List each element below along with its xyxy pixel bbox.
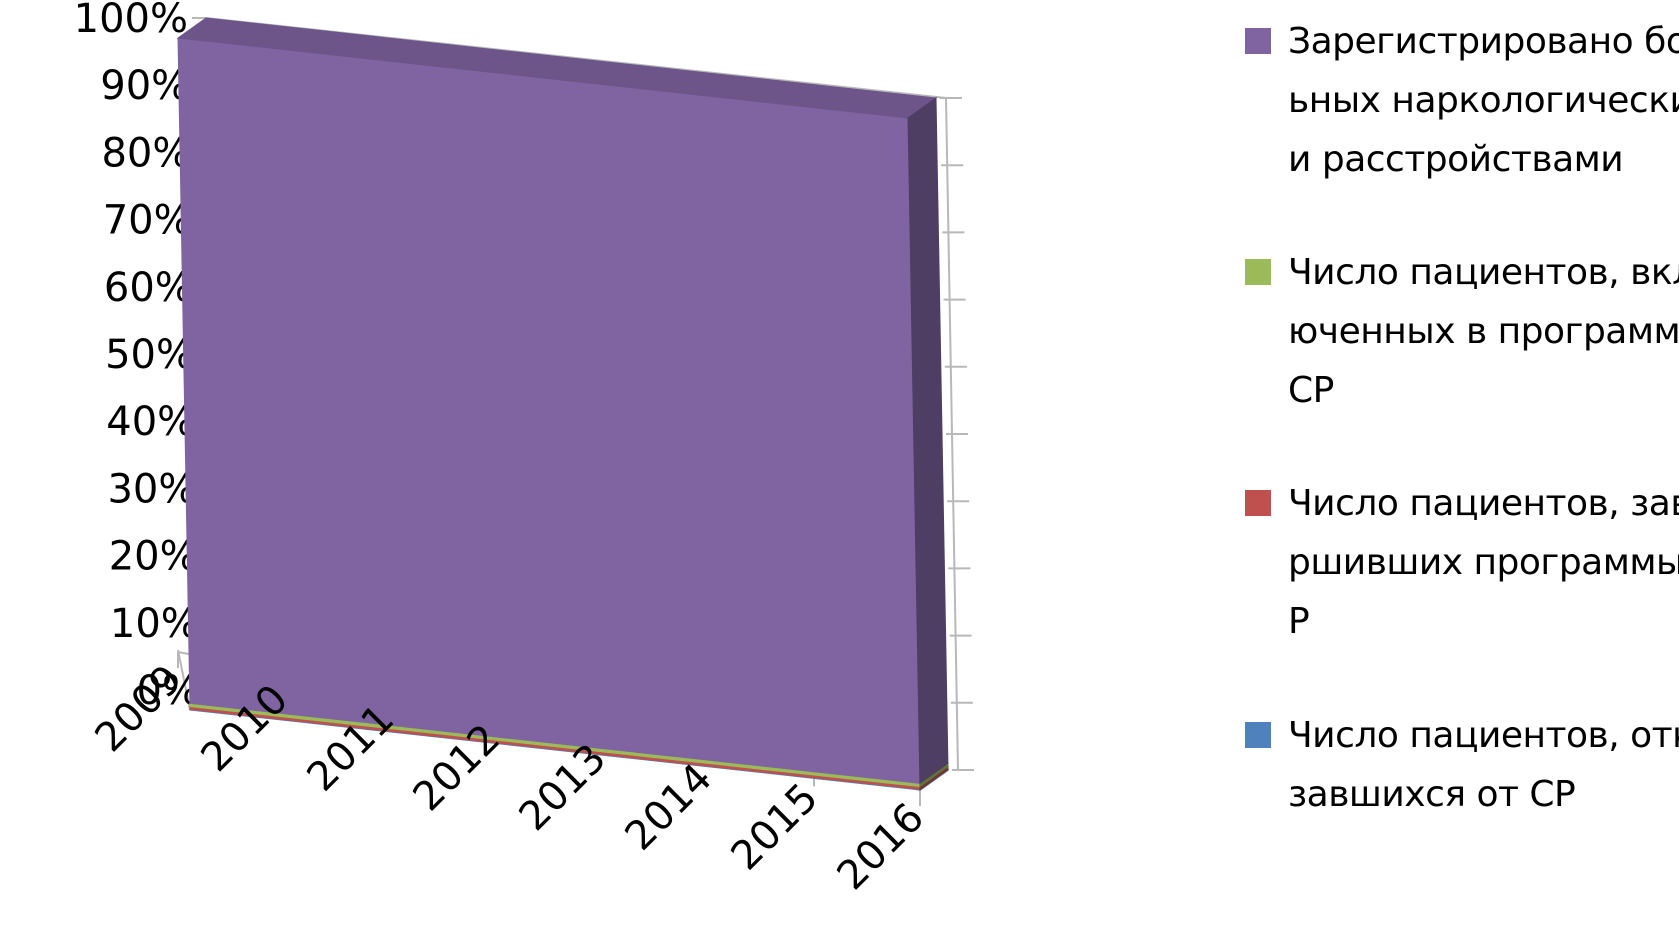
legend-item: Число пациентов, отказавшихся от СР [1245, 706, 1679, 824]
y-tick-label: 90% [100, 63, 189, 109]
legend-item: Число пациентов, включенных в программы … [1245, 243, 1679, 420]
y-tick-label: 40% [106, 399, 195, 445]
y-tick-label: 60% [104, 265, 193, 311]
y-tick-label: 50% [105, 332, 194, 378]
x-tick-label: 2014 [617, 755, 722, 860]
series-areas [176, 17, 950, 791]
legend-label: Число пациентов, включенных в программы … [1288, 252, 1679, 411]
data-point-series-3 [490, 72, 491, 73]
data-point-series-3 [595, 83, 596, 84]
legend-swatch [1245, 722, 1271, 748]
y-tick-label: 100% [74, 0, 188, 42]
legend-swatch [1245, 259, 1271, 285]
y-tick-label: 30% [107, 466, 196, 512]
legend-item: Зарегистрировано больных наркологическим… [1245, 12, 1679, 189]
legend-swatch [1245, 490, 1271, 516]
stacked-area-chart-3d: 0%10%20%30%40%50%60%70%80%90%100% 2009 20… [74, 0, 974, 900]
legend-label: Число пациентов, завершивших программы С… [1288, 483, 1679, 642]
legend-swatch [1245, 28, 1271, 54]
floor-left-edge [177, 649, 191, 711]
data-point-series-3 [803, 106, 804, 107]
y-tick-label: 70% [103, 198, 192, 244]
legend-label: Число пациентов, отказавшихся от СР [1288, 715, 1679, 815]
data-point-series-3 [282, 49, 283, 50]
x-tick-label: 2015 [723, 775, 828, 880]
data-point-series-3 [178, 38, 179, 39]
data-point-series-3 [699, 95, 700, 96]
area-side-face-series-3 [907, 97, 949, 785]
data-point-series-3 [908, 118, 909, 119]
legend-item: Число пациентов, завершивших программы С… [1245, 474, 1679, 651]
x-tick-label: 2016 [829, 795, 934, 900]
area-series-3 [177, 37, 921, 784]
data-point-series-3 [386, 60, 387, 61]
y-tick-label: 80% [101, 130, 190, 176]
y-tick-label: 10% [110, 601, 199, 647]
legend-label: Зарегистрировано больных наркологическим… [1288, 21, 1679, 180]
y-tick-label: 20% [109, 534, 198, 580]
